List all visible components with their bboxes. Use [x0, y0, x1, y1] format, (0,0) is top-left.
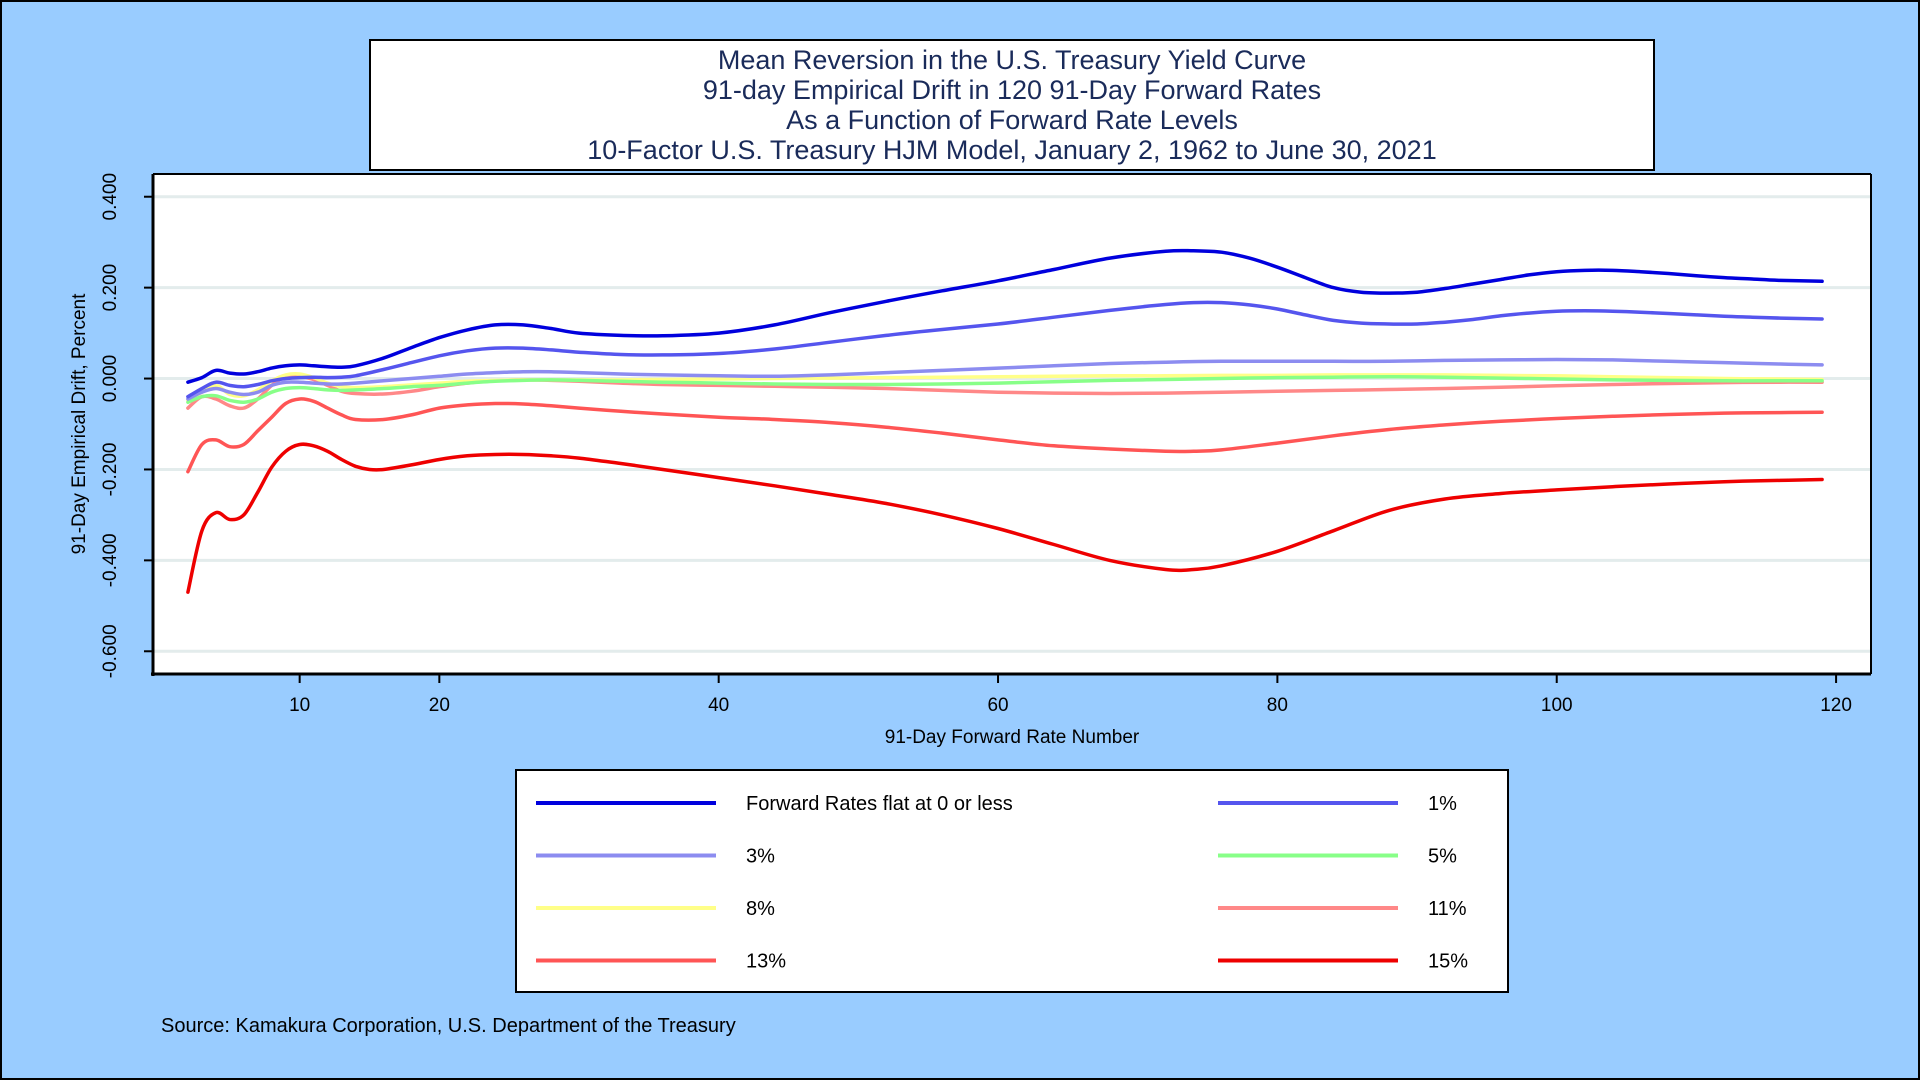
series-line-1: [186, 300, 1824, 399]
series-line-8: [186, 372, 1824, 403]
y-tick-label: 0.400: [100, 173, 121, 221]
x-tick-label: 80: [1267, 695, 1288, 716]
y-tick-label: -0.400: [100, 533, 121, 587]
legend-label-forward-rates-flat-at-0-or-less: Forward Rates flat at 0 or less: [746, 793, 1013, 815]
chart-title-line-1: Mean Reversion in the U.S. Treasury Yiel…: [718, 45, 1306, 75]
legend-label-13: 13%: [746, 951, 786, 973]
legend-label-1: 1%: [1428, 793, 1457, 815]
title-box: [369, 39, 1655, 171]
chart-title-line-2: 91-day Empirical Drift in 120 91-Day For…: [703, 75, 1321, 105]
series-line-forward-rates-flat-at-0-or-less: [186, 248, 1824, 384]
y-tick-label: -0.200: [100, 443, 121, 497]
series-line-13: [186, 397, 1824, 474]
y-tick-label: 0.000: [100, 355, 121, 403]
chart-title-line-3: As a Function of Forward Rate Levels: [786, 105, 1238, 135]
legend-label-3: 3%: [746, 846, 775, 868]
chart-title-line-4: 10-Factor U.S. Treasury HJM Model, Janua…: [587, 135, 1436, 165]
legend-box: [515, 769, 1509, 993]
series-lines: [186, 248, 1824, 594]
y-tick-label: -0.600: [100, 624, 121, 678]
axis-ticks: 0.400 0.200 0.000 -0.200 -0.400 -0.600 10 20 40 6…: [100, 173, 1852, 716]
legend-label-15: 15%: [1428, 951, 1468, 973]
legend-label-11: 11%: [1428, 898, 1467, 920]
x-axis-title: 91-Day Forward Rate Number: [885, 727, 1140, 748]
legend-label-8: 8%: [746, 898, 775, 920]
x-tick-label: 20: [429, 695, 450, 716]
series-line-5: [186, 374, 1824, 404]
legend-label-5: 5%: [1428, 846, 1457, 868]
source-note: Source: Kamakura Corporation, U.S. Depar…: [161, 1015, 736, 1037]
series-line-15: [186, 442, 1824, 594]
y-axis-title: 91-Day Empirical Drift, Percent: [69, 293, 90, 555]
x-tick-label: 40: [708, 695, 729, 716]
x-tick-label: 100: [1541, 695, 1573, 716]
grid-lines: [153, 195, 1871, 653]
x-tick-label: 60: [987, 695, 1008, 716]
plot-area: [153, 174, 1871, 674]
x-tick-label: 120: [1820, 695, 1852, 716]
legend: Forward Rates flat at 0 or less 1% 3% 5% 8% 1…: [536, 793, 1468, 973]
y-tick-label: 0.200: [100, 264, 121, 312]
x-tick-label: 10: [289, 695, 310, 716]
series-line-3: [186, 357, 1824, 401]
